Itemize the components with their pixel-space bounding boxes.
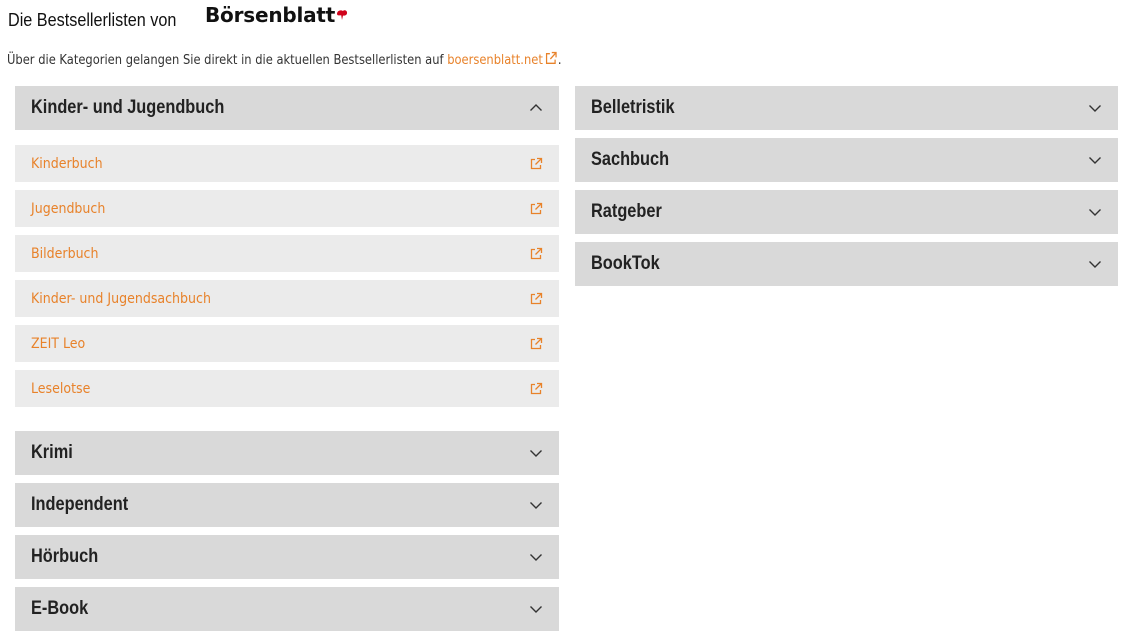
accordion-title: Krimi — [31, 442, 73, 463]
accordion-belletristik[interactable]: Belletristik — [575, 86, 1118, 130]
list-item-kinder-und-jugendsachbuch[interactable]: Kinder- und Jugendsachbuch — [15, 280, 559, 317]
accordion-kinder-und-jugendbuch[interactable]: Kinder- und Jugendbuch — [15, 86, 559, 130]
chevron-down-icon — [1089, 209, 1101, 216]
external-link-icon — [530, 247, 543, 259]
accordion-title: E-Book — [31, 598, 89, 619]
chevron-down-icon — [530, 606, 542, 613]
intro-text: Über die Kategorien gelangen Sie direkt … — [7, 51, 562, 68]
boersenblatt-link-label: boersenblatt.net — [447, 53, 543, 68]
list-item-label: Jugendbuch — [31, 200, 106, 217]
accordion-e-book[interactable]: E-Book — [15, 587, 559, 631]
accordion-booktok[interactable]: BookTok — [575, 242, 1118, 286]
list-item-label: Leselotse — [31, 380, 91, 397]
intro-suffix: . — [557, 53, 562, 68]
accordion-ratgeber[interactable]: Ratgeber — [575, 190, 1118, 234]
accordion-title: Belletristik — [591, 97, 675, 118]
external-link-icon — [530, 157, 543, 169]
intro-sentence: Über die Kategorien gelangen Sie direkt … — [7, 53, 444, 68]
chevron-down-icon — [530, 502, 542, 509]
list-item-label: ZEIT Leo — [31, 335, 86, 352]
accordion-title: Independent — [31, 494, 129, 515]
accordion-title: Hörbuch — [31, 546, 99, 567]
accordion-hoerbuch[interactable]: Hörbuch — [15, 535, 559, 579]
list-item-label: Kinderbuch — [31, 155, 103, 172]
external-link-icon — [530, 337, 543, 349]
page-title: Die Bestsellerlisten von — [8, 9, 177, 30]
accordion-krimi[interactable]: Krimi — [15, 431, 559, 475]
accordion-title: Ratgeber — [591, 201, 662, 222]
accordion-title: Kinder- und Jugendbuch — [31, 97, 225, 118]
accordion-sachbuch[interactable]: Sachbuch — [575, 138, 1118, 182]
list-item-kinderbuch[interactable]: Kinderbuch — [15, 145, 559, 182]
chevron-up-icon — [530, 104, 542, 111]
list-item-label: Kinder- und Jugendsachbuch — [31, 290, 211, 307]
chevron-down-icon — [1089, 157, 1101, 164]
chevron-down-icon — [530, 450, 542, 457]
chevron-down-icon — [1089, 105, 1101, 112]
boersenblatt-logo: Börsenblatt — [205, 3, 336, 27]
chevron-down-icon — [530, 554, 542, 561]
list-item-leselotse[interactable]: Leselotse — [15, 370, 559, 407]
page-heading: Die Bestsellerlisten von — [8, 6, 195, 34]
external-link-icon — [530, 202, 543, 214]
list-item-zeit-leo[interactable]: ZEIT Leo — [15, 325, 559, 362]
external-link-icon — [530, 292, 543, 304]
list-item-bilderbuch[interactable]: Bilderbuch — [15, 235, 559, 272]
accordion-title: Sachbuch — [591, 149, 670, 170]
chevron-down-icon — [1089, 261, 1101, 268]
accordion-independent[interactable]: Independent — [15, 483, 559, 527]
external-link-icon — [546, 51, 558, 65]
boersenblatt-logo-mark-icon — [337, 10, 348, 20]
list-item-label: Bilderbuch — [31, 245, 99, 262]
boersenblatt-link[interactable]: boersenblatt.net — [447, 51, 558, 68]
accordion-title: BookTok — [591, 253, 660, 274]
list-item-jugendbuch[interactable]: Jugendbuch — [15, 190, 559, 227]
external-link-icon — [530, 382, 543, 394]
